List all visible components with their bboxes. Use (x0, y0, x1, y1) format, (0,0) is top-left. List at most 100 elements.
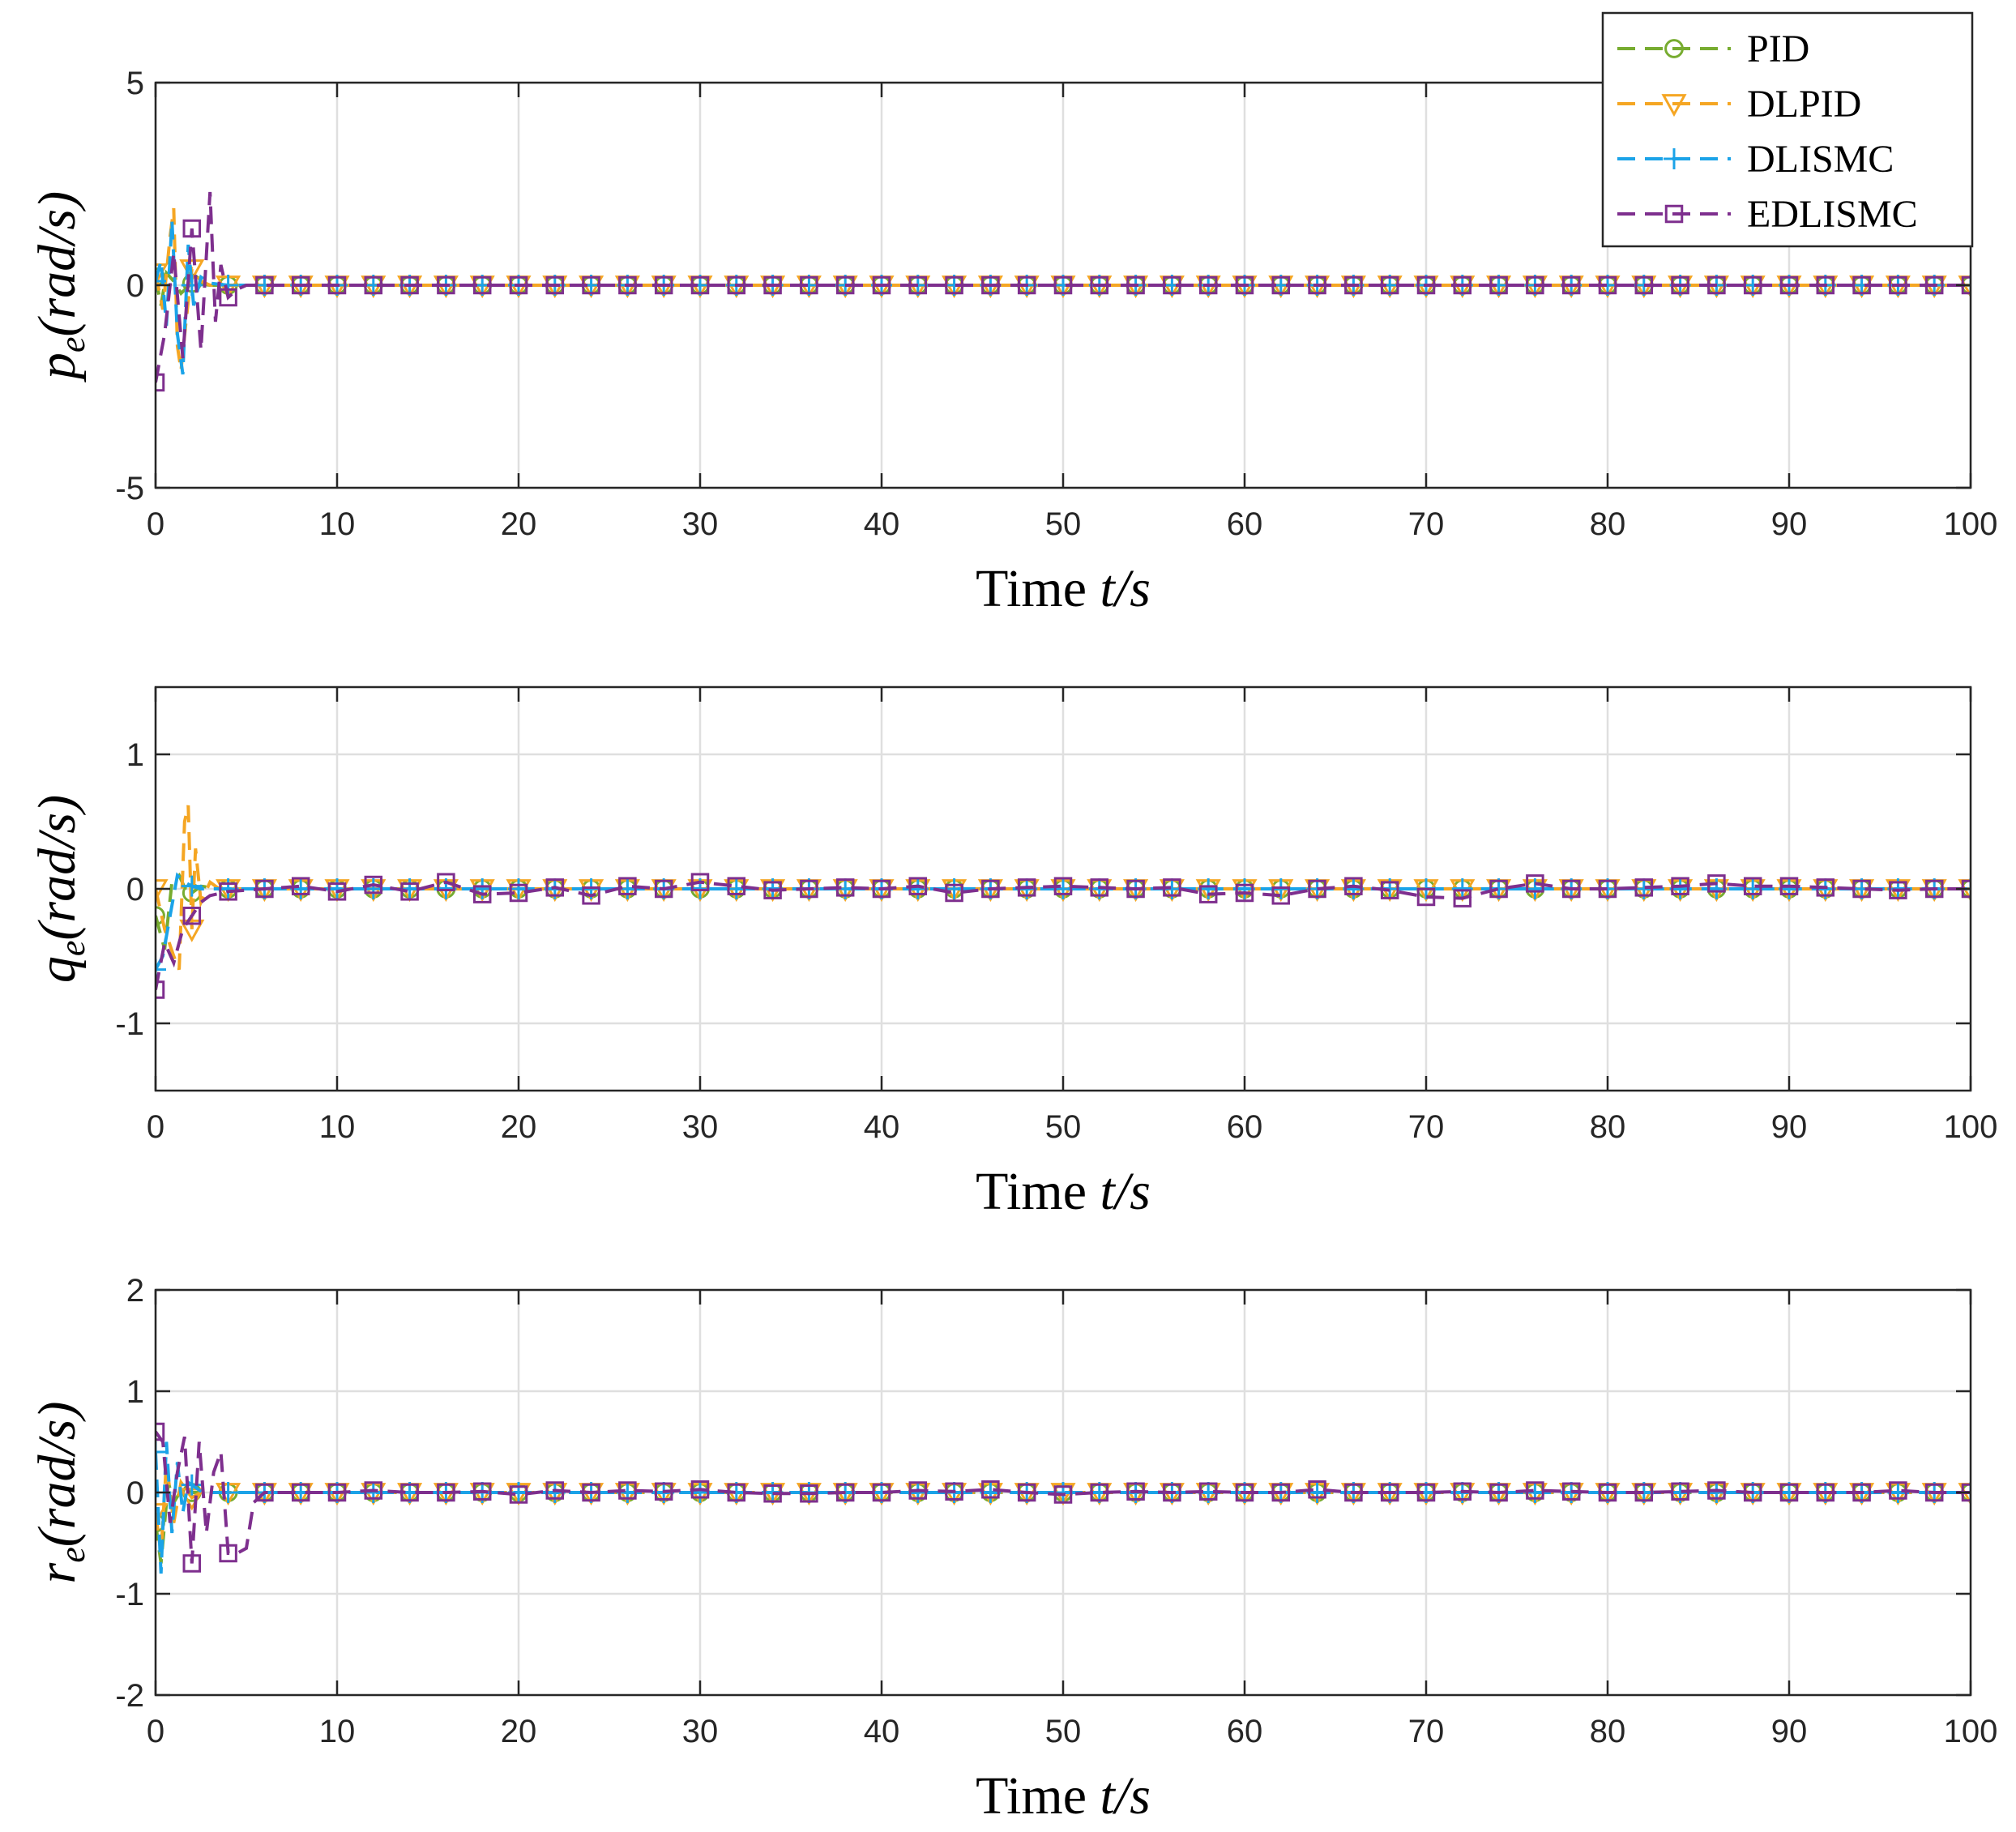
marker-edlismc (1090, 275, 1109, 295)
marker-edlismc (981, 1480, 1000, 1499)
marker-edlismc (981, 879, 1000, 899)
marker-edlismc (618, 275, 637, 295)
marker-edlismc (1489, 879, 1508, 899)
marker-dlismc (181, 875, 203, 897)
marker-edlismc (1235, 883, 1254, 903)
x-tick-label: 20 (501, 1109, 537, 1145)
marker-edlismc (1598, 275, 1617, 295)
x-tick-label: 40 (864, 506, 900, 542)
y-tick-label: 0 (126, 872, 144, 907)
marker-edlismc (1743, 275, 1762, 295)
marker-edlismc (727, 877, 746, 895)
marker-edlismc (618, 877, 637, 895)
legend-label: DLPID (1747, 83, 1861, 126)
legend-label: DLISMC (1747, 138, 1894, 181)
marker-edlismc (1416, 275, 1436, 295)
x-tick-label: 90 (1771, 1109, 1808, 1145)
marker-edlismc (1344, 275, 1363, 295)
marker-edlismc (182, 219, 202, 238)
marker-edlismc (1453, 275, 1472, 295)
marker-edlismc (156, 980, 165, 999)
x-tick-label: 70 (1408, 1109, 1445, 1145)
x-tick-label: 30 (682, 506, 719, 542)
marker-edlismc (472, 885, 492, 903)
marker-edlismc (1561, 879, 1581, 899)
marker-edlismc (327, 882, 347, 901)
marker-edlismc (1235, 1483, 1254, 1502)
x-tick-label: 20 (501, 506, 537, 542)
marker-edlismc (1126, 879, 1145, 899)
marker-edlismc (1163, 878, 1181, 897)
series-group (156, 191, 1971, 392)
marker-edlismc (182, 1554, 202, 1573)
marker-edlismc (291, 275, 310, 295)
y-axis-label: qe(rad/s) (28, 795, 92, 983)
marker-edlismc (582, 886, 600, 905)
marker-edlismc (1344, 1483, 1363, 1502)
marker-edlismc (545, 1481, 565, 1500)
marker-edlismc (1634, 878, 1654, 897)
marker-edlismc (364, 875, 383, 895)
marker-edlismc (1852, 1483, 1871, 1502)
marker-edlismc (1816, 1483, 1835, 1502)
x-tick-label: 100 (1944, 1109, 1998, 1145)
marker-edlismc (800, 275, 818, 295)
marker-edlismc (1380, 275, 1399, 295)
marker-edlismc (1671, 877, 1689, 895)
y-tick-label: -1 (115, 1577, 144, 1612)
x-tick-label: 60 (1227, 1714, 1263, 1749)
legend-square-icon (1664, 204, 1684, 224)
marker-edlismc (1924, 879, 1944, 899)
legend-label: EDLISMC (1747, 193, 1918, 236)
x-tick-label: 10 (319, 506, 356, 542)
marker-dlismc (181, 1474, 203, 1496)
x-tick-label: 20 (501, 1714, 537, 1749)
marker-edlismc (945, 1482, 963, 1501)
marker-edlismc (400, 1483, 419, 1502)
x-axis-label: Time t/s (976, 1162, 1151, 1221)
marker-edlismc (654, 1482, 673, 1501)
marker-dlpid (179, 919, 205, 942)
marker-edlismc (1380, 1483, 1399, 1502)
marker-edlismc (1126, 1482, 1145, 1501)
marker-edlismc (1380, 881, 1399, 899)
legend-label: PID (1747, 28, 1809, 70)
marker-dlismc (156, 271, 166, 292)
marker-edlismc (1779, 877, 1799, 895)
x-axis-label: Time t/s (976, 559, 1151, 618)
marker-edlismc (763, 881, 782, 899)
marker-edlismc (763, 1484, 782, 1503)
series-line-edlismc (156, 880, 1971, 990)
marker-edlismc (255, 879, 274, 899)
marker-edlismc (800, 1484, 818, 1503)
x-tick-label: 50 (1045, 1109, 1082, 1145)
marker-edlismc (509, 883, 528, 903)
marker-edlismc (1707, 874, 1726, 893)
marker-edlismc (1090, 1483, 1109, 1502)
marker-edlismc (291, 1483, 310, 1502)
y-tick-label: 0 (126, 1475, 144, 1511)
marker-edlismc (437, 275, 455, 295)
marker-edlismc (1816, 878, 1835, 897)
legend-triangle-down-icon (1661, 94, 1687, 117)
series-line-edlismc (156, 1430, 1971, 1564)
marker-edlismc (156, 373, 165, 392)
marker-edlismc (981, 275, 1000, 295)
marker-edlismc (1634, 1483, 1654, 1502)
y-tick-label: 1 (126, 737, 144, 773)
marker-edlismc (1344, 877, 1363, 895)
marker-edlismc (472, 275, 492, 295)
y-tick-label: -2 (115, 1678, 144, 1714)
marker-edlismc (1017, 275, 1036, 295)
x-tick-label: 60 (1227, 506, 1263, 542)
marker-dlpid (156, 879, 169, 903)
y-tick-label: 1 (126, 1374, 144, 1410)
marker-edlismc (1271, 275, 1291, 295)
marker-edlismc (1779, 1483, 1799, 1502)
marker-edlismc (582, 1483, 600, 1502)
marker-edlismc (1779, 275, 1799, 295)
marker-edlismc (654, 275, 673, 295)
marker-edlismc (1053, 275, 1073, 295)
marker-edlismc (1526, 275, 1544, 295)
marker-edlismc (945, 275, 963, 295)
